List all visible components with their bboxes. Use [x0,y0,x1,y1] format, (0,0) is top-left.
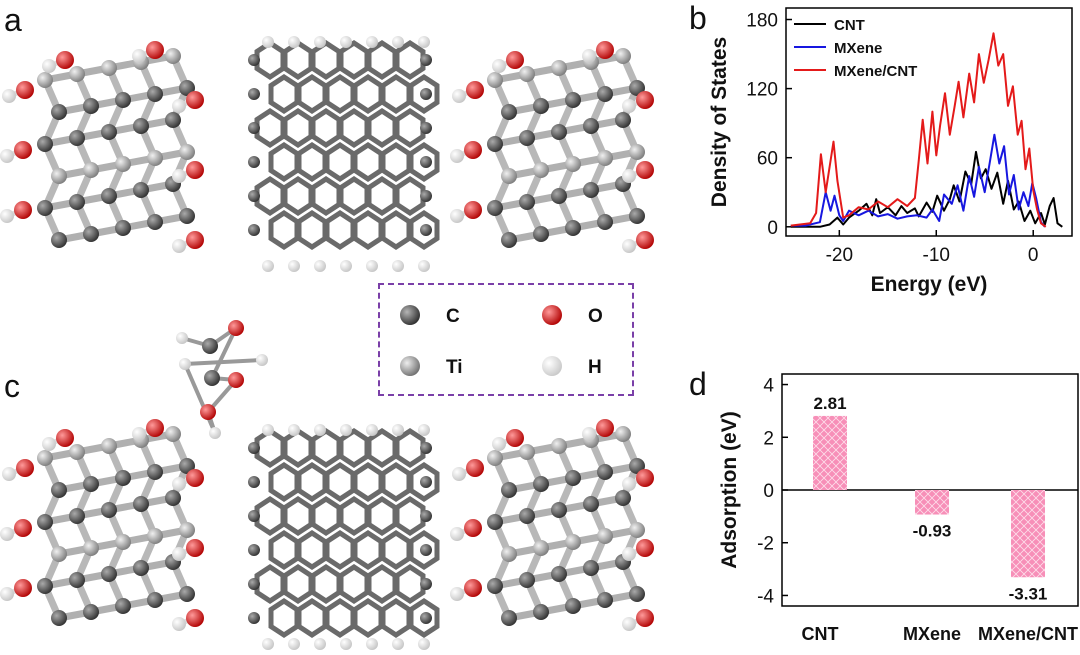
panel-label-b: b [689,0,707,36]
bar-cnt [813,415,847,490]
y-tick-label: -4 [757,586,774,607]
carbon-atom-icon [400,305,420,325]
titanium-atom-icon [400,356,420,376]
legend-label-h: H [588,357,602,378]
bar-mxene [915,490,949,515]
data-label: -3.31 [1009,584,1048,603]
series-line-mxene [790,133,1046,228]
category-label: MXene [903,624,961,644]
legend-entry: MXene/CNT [834,63,917,80]
series-line-cnt [790,150,1063,228]
mxene-slab [450,419,654,631]
plot-frame [785,7,1073,237]
panel-label-d: d [689,366,707,402]
y-tick-label: 4 [763,376,774,397]
oxygen-atom-icon [542,305,562,325]
x-tick-label: -20 [826,245,853,266]
y-tick-label: 120 [746,80,778,101]
x-tick-label: -10 [923,245,950,266]
legend-label-ti: Ti [446,357,463,378]
legend-label-c: C [446,306,460,327]
y-tick-label: 2 [763,428,774,449]
category-label: CNT [802,624,839,644]
y-tick-label: -2 [757,534,774,555]
data-label: 2.81 [813,394,846,413]
y-axis-label: Density of States [708,37,731,207]
bar-mxene-cnt [1011,490,1045,578]
panel-label-c: c [4,368,20,404]
series-line-mxene-cnt [790,32,1047,228]
mxene-slab [0,419,204,631]
mxene-slab [0,41,204,253]
y-tick-label: 0 [763,481,774,502]
structure-c-mxene-cnt-adsorbate [0,320,654,650]
dos-line-chart: -20 -10 0 0 60 120 180 Energy (eV) Density of St… [708,7,1073,296]
legend-entry: CNT [834,17,865,34]
y-tick-label: 0 [767,218,778,239]
carbon-nanotube [248,424,440,650]
data-label: -0.93 [913,522,952,541]
category-label: MXene/CNT [978,624,1078,644]
atom-legend: C O Ti H [378,283,634,396]
x-tick-label: 0 [1028,245,1039,266]
panel-label-a: a [4,2,22,38]
mxene-slab [450,41,654,253]
adsorption-bar-chart: -4 -2 0 2 4 Adsorption (eV) 2.81 CNT -0.93 MXene -… [718,373,1079,644]
hydrogen-atom-icon [542,356,562,376]
y-tick-label: 180 [746,11,778,32]
legend-entry: MXene [834,40,882,57]
carbon-nanotube [248,36,440,272]
y-axis-label: Adsorption (eV) [718,411,741,569]
structure-a-mxene-cnt [0,36,654,272]
y-tick-label: 60 [757,149,778,170]
adsorbate-molecule [176,320,268,439]
legend-label-o: O [588,306,603,327]
x-axis-label: Energy (eV) [871,273,988,296]
